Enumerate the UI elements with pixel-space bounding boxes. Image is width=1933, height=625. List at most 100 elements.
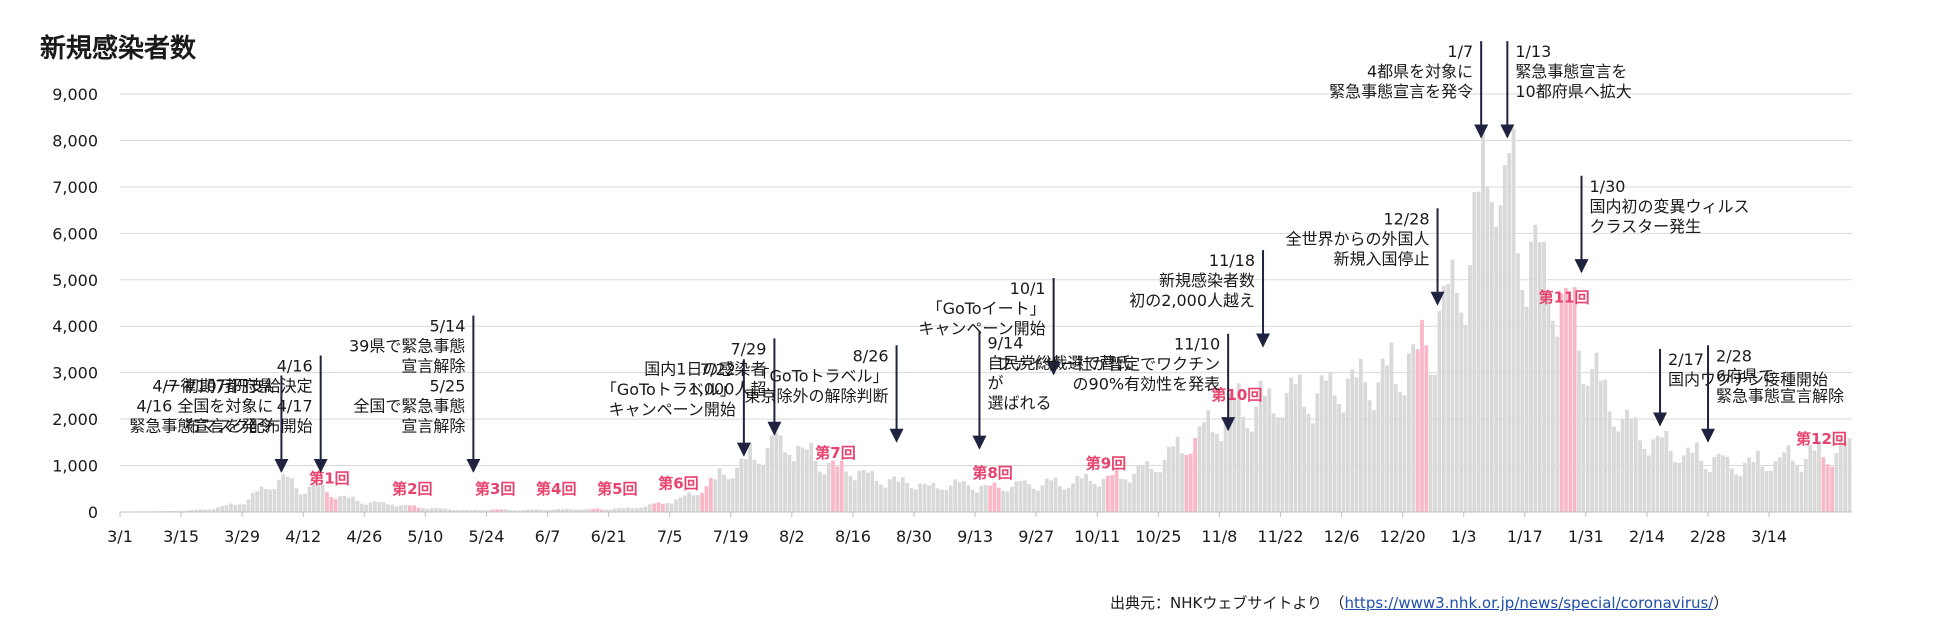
daily-bar	[1629, 418, 1634, 512]
daily-bar	[883, 487, 888, 512]
daily-bar	[1655, 435, 1660, 512]
wave-label: 第1回	[309, 469, 349, 487]
daily-bar	[543, 510, 547, 512]
daily-bar	[835, 466, 840, 512]
daily-bar	[1681, 455, 1686, 512]
daily-bar	[848, 476, 853, 512]
daily-bar	[739, 458, 744, 512]
x-tick-label: 7/19	[713, 527, 749, 546]
x-tick-label: 4/26	[346, 527, 382, 546]
source-prefix: 出典元：NHKウェブサイトより （	[1110, 594, 1345, 612]
daily-bar	[508, 510, 513, 512]
wave-label: 第7回	[815, 444, 855, 462]
daily-bar	[512, 510, 517, 512]
daily-bar	[1079, 478, 1084, 512]
chart-title: 新規感染者数	[40, 34, 197, 64]
daily-bar	[1215, 434, 1219, 512]
daily-bar	[918, 483, 923, 512]
daily-bar	[390, 504, 395, 512]
grid-lines	[120, 93, 1852, 467]
daily-bar	[1297, 374, 1302, 512]
daily-bar	[765, 447, 770, 512]
daily-bar	[1049, 480, 1054, 512]
daily-bar	[756, 463, 761, 512]
annotation-text: 11/10	[1174, 335, 1220, 354]
daily-bar	[503, 509, 508, 512]
daily-bar	[896, 481, 901, 512]
daily-bar	[1446, 284, 1451, 512]
daily-bar	[403, 505, 408, 512]
daily-bar	[342, 495, 347, 512]
daily-bar	[1345, 378, 1350, 512]
daily-bar	[983, 485, 988, 512]
daily-bar	[255, 491, 260, 512]
daily-bar	[1537, 242, 1542, 512]
x-tick-label: 5/10	[407, 527, 443, 546]
wave-label: 第4回	[536, 480, 576, 498]
daily-bar	[1023, 480, 1027, 512]
daily-bar	[1581, 384, 1586, 512]
daily-bar	[259, 486, 264, 512]
daily-bar	[813, 460, 818, 512]
daily-bar	[547, 510, 552, 512]
daily-bar	[1481, 126, 1485, 513]
daily-bar	[1664, 430, 1669, 512]
daily-bar	[412, 505, 417, 512]
daily-bar	[1219, 441, 1224, 512]
daily-bar	[1389, 342, 1394, 512]
daily-bar	[1337, 404, 1341, 512]
daily-bar	[1280, 417, 1285, 512]
annotation-text: 8/26	[853, 346, 889, 365]
daily-bar	[1276, 417, 1280, 512]
source-link[interactable]: https://www3.nhk.or.jp/news/special/coro…	[1344, 594, 1714, 612]
daily-bar	[272, 489, 277, 512]
daily-bar	[569, 509, 574, 512]
daily-bar	[189, 509, 194, 512]
daily-bar	[1812, 450, 1817, 512]
daily-bar	[1092, 483, 1097, 512]
daily-bar	[1529, 241, 1533, 512]
annotation-text: 39県で緊急事態	[349, 336, 465, 355]
daily-bar	[359, 503, 364, 512]
daily-bar	[1236, 383, 1241, 512]
daily-bar	[1306, 413, 1311, 512]
daily-bar	[1407, 353, 1411, 512]
daily-bar	[1555, 336, 1560, 512]
daily-bar	[1594, 352, 1599, 512]
daily-bar	[573, 509, 578, 512]
daily-bar	[1760, 466, 1765, 512]
daily-bar	[678, 497, 683, 512]
daily-bar	[1463, 325, 1468, 512]
annotation-text: 東京除外の解除判断	[745, 386, 889, 405]
daily-bar	[364, 504, 369, 512]
x-tick-label: 7/5	[657, 527, 683, 546]
daily-bar	[1228, 393, 1232, 512]
daily-bar	[338, 496, 342, 512]
annotation-text: 布マスク配布開始	[185, 416, 313, 435]
annotation-text: 4/16	[277, 356, 313, 375]
daily-bar	[1127, 482, 1132, 512]
daily-bar	[1825, 464, 1830, 512]
wave-label: 第6回	[658, 475, 698, 493]
annotation-text: 全国で緊急事態	[353, 396, 465, 415]
daily-bar	[229, 503, 233, 512]
x-tick-label: 9/27	[1018, 527, 1054, 546]
daily-bar	[621, 508, 626, 512]
daily-bar	[1206, 410, 1211, 512]
y-tick-label: 0	[88, 503, 98, 522]
daily-bar	[1729, 468, 1734, 512]
daily-bar	[1232, 397, 1237, 512]
daily-bar	[866, 472, 870, 512]
x-tick-label: 1/17	[1507, 527, 1543, 546]
daily-bar	[1153, 471, 1158, 512]
daily-bar	[914, 489, 918, 512]
daily-bar	[1263, 395, 1267, 512]
daily-bar	[1197, 426, 1202, 512]
daily-bar	[521, 510, 526, 512]
x-tick-label: 10/11	[1074, 527, 1120, 546]
annotation-text: 9/14	[987, 333, 1023, 352]
daily-bar	[809, 442, 814, 512]
daily-bar	[1175, 436, 1180, 512]
annotation-text: 10都府県へ拡大	[1515, 82, 1631, 101]
